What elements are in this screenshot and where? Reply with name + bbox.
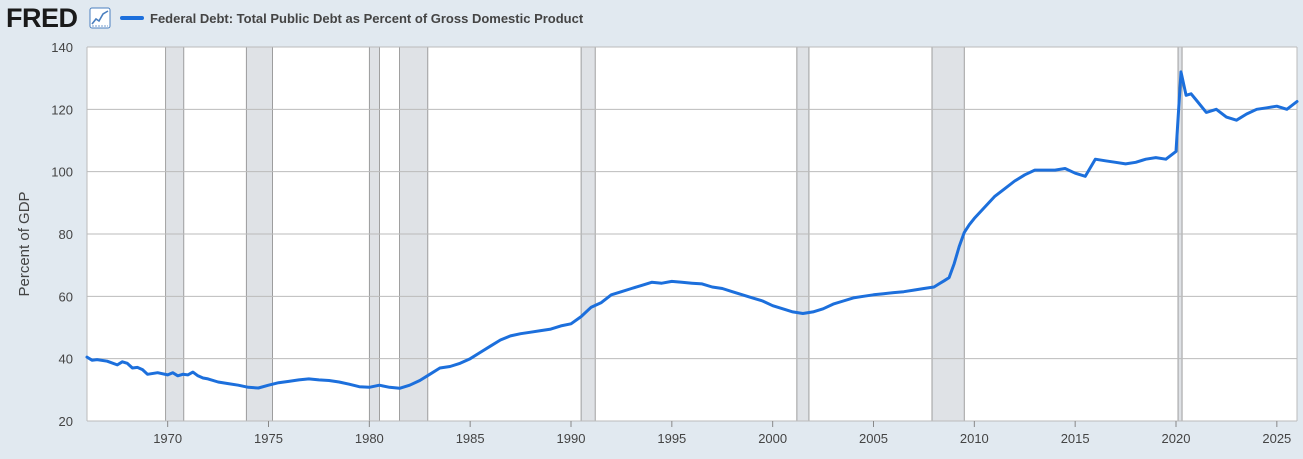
legend-label: Federal Debt: Total Public Debt as Perce… — [150, 10, 584, 26]
y-tick-label-80: 80 — [59, 227, 73, 242]
x-tick-label-2000: 2000 — [758, 431, 787, 446]
y-axis-ticks: 20 40 60 80 100 120 140 — [51, 40, 73, 429]
x-tick-label-1970: 1970 — [153, 431, 182, 446]
x-tick-label-2020: 2020 — [1162, 431, 1191, 446]
x-tick-label-2025: 2025 — [1262, 431, 1291, 446]
y-tick-label-100: 100 — [51, 165, 73, 180]
gridlines-group — [86, 46, 1298, 422]
fred-logo[interactable]: FRED — [6, 3, 78, 33]
y-axis-title: Percent of GDP — [16, 191, 33, 296]
chart-header: FRED Federal Debt: Total Public Debt as … — [0, 0, 1303, 40]
line-chart-icon — [89, 7, 111, 29]
y-tick-label-60: 60 — [59, 289, 73, 304]
y-tick-label-40: 40 — [59, 352, 73, 367]
series-group — [85, 70, 1299, 390]
x-tick-label-1985: 1985 — [456, 431, 485, 446]
x-tick-label-1995: 1995 — [657, 431, 686, 446]
chart-legend: Federal Debt: Total Public Debt as Perce… — [120, 8, 583, 28]
y-tick-label-120: 120 — [51, 102, 73, 117]
x-axis-ticks: 1970 1975 1980 1985 1990 1995 2000 2005 2010 2015… — [153, 421, 1291, 446]
x-tick-label-2005: 2005 — [859, 431, 888, 446]
series-line-1[interactable] — [85, 70, 1299, 390]
legend-swatch — [120, 16, 144, 20]
x-tick-label-1975: 1975 — [254, 431, 283, 446]
y-tick-label-140: 140 — [51, 40, 73, 55]
x-tick-label-1980: 1980 — [355, 431, 384, 446]
x-tick-label-1990: 1990 — [557, 431, 586, 446]
y-tick-label-20: 20 — [59, 414, 73, 429]
x-tick-label-2015: 2015 — [1061, 431, 1090, 446]
x-tick-label-2010: 2010 — [960, 431, 989, 446]
